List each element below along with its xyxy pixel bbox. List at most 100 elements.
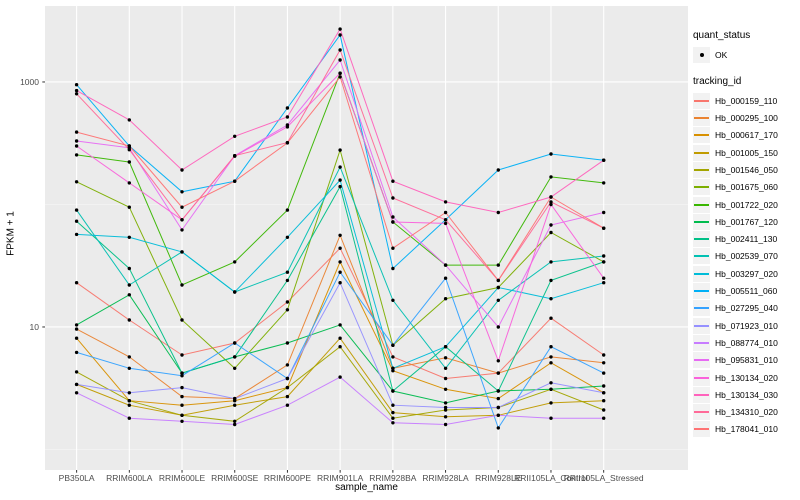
data-point	[338, 260, 342, 264]
data-point	[338, 148, 342, 152]
line-swatch-icon	[694, 324, 709, 327]
data-point	[127, 160, 131, 164]
data-point	[602, 408, 606, 412]
data-point	[338, 281, 342, 285]
legend-key-line	[693, 421, 710, 438]
data-point	[233, 419, 237, 423]
data-point	[285, 394, 290, 399]
data-point	[127, 293, 131, 297]
data-point	[391, 179, 395, 183]
line-swatch-icon	[694, 359, 709, 362]
data-point	[127, 318, 131, 322]
data-point	[391, 369, 395, 373]
data-point	[443, 401, 448, 405]
legend-title-tracking-id: tracking_id	[693, 76, 742, 88]
data-point	[233, 260, 237, 264]
data-point	[127, 399, 131, 403]
data-point	[180, 283, 184, 287]
data-point	[391, 421, 395, 425]
legend-entries: Hb_000159_110 Hb_000295_100 Hb_000617_170 H…	[693, 92, 799, 438]
x-tick-label: RRIM928LE	[475, 473, 522, 483]
line-swatch-icon	[694, 186, 709, 189]
data-point	[496, 263, 500, 267]
legend-item-label: Hb_001546_050	[715, 164, 778, 175]
data-point	[391, 403, 395, 407]
data-point	[285, 106, 290, 110]
data-point	[443, 297, 448, 301]
data-point	[127, 205, 131, 209]
data-point	[338, 184, 342, 189]
data-point	[285, 403, 290, 407]
data-point	[391, 266, 395, 271]
data-point	[74, 232, 79, 237]
data-point	[549, 260, 553, 264]
legend-item-label: Hb_005511_060	[715, 286, 778, 297]
line-swatch-icon	[694, 168, 709, 171]
data-point	[180, 374, 184, 378]
data-point	[338, 75, 342, 79]
data-point	[180, 403, 184, 407]
data-point	[549, 195, 553, 199]
data-point	[233, 134, 237, 138]
legend-item-Hb_005511_060: Hb_005511_060	[693, 283, 799, 300]
data-point	[391, 355, 395, 359]
data-point	[602, 391, 606, 395]
legend-item-Hb_003297_020: Hb_003297_020	[693, 265, 799, 282]
legend-item-Hb_001767_120: Hb_001767_120	[693, 213, 799, 230]
data-point	[496, 359, 500, 363]
data-point	[285, 341, 290, 345]
data-point	[127, 181, 131, 185]
legend-item-Hb_000617_170: Hb_000617_170	[693, 127, 799, 144]
x-tick-label: RRIM600PE	[264, 473, 312, 483]
data-point	[74, 350, 79, 355]
legend-item-Hb_002539_070: Hb_002539_070	[693, 248, 799, 265]
legend-item-Hb_002411_130: Hb_002411_130	[693, 231, 799, 248]
legend-key-line	[693, 386, 710, 403]
data-point	[443, 415, 448, 419]
data-point	[549, 316, 553, 320]
data-point	[180, 190, 184, 194]
legend-item-label: Hb_001767_120	[715, 216, 778, 227]
legend-item-label: Hb_002411_130	[715, 234, 778, 245]
x-tick-label: RRII105LA_Stressed	[564, 473, 644, 483]
line-swatch-icon	[694, 203, 709, 206]
data-point	[338, 71, 342, 75]
legend-item-Hb_130134_030: Hb_130134_030	[693, 386, 799, 403]
data-point	[602, 226, 606, 230]
legend-item-Hb_001722_020: Hb_001722_020	[693, 196, 799, 213]
data-point	[443, 221, 448, 226]
data-point	[285, 235, 290, 239]
x-tick-label: RRIM928LA	[422, 473, 469, 483]
data-point	[74, 92, 79, 96]
data-point	[180, 371, 184, 375]
data-point	[180, 218, 184, 222]
data-point	[549, 401, 553, 405]
data-point	[285, 385, 290, 390]
data-point	[74, 139, 79, 143]
data-point	[180, 250, 184, 254]
data-point	[180, 205, 184, 209]
data-point	[443, 210, 448, 215]
data-point	[180, 168, 184, 172]
data-point	[443, 387, 448, 391]
legend-item-Hb_130134_020: Hb_130134_020	[693, 369, 799, 386]
data-point	[180, 413, 184, 417]
legend-item-label: Hb_001722_020	[715, 199, 778, 210]
data-point	[285, 363, 290, 367]
data-point	[127, 355, 131, 359]
y-tick-label: 1000	[20, 77, 39, 87]
legend-item-label: Hb_000617_170	[715, 130, 778, 141]
data-point	[602, 384, 606, 388]
data-point	[285, 376, 290, 381]
data-point	[602, 158, 606, 162]
x-tick-label: RRIM928BA	[369, 473, 417, 483]
data-point	[338, 323, 342, 327]
data-point	[180, 419, 184, 423]
legend-key-line	[693, 144, 710, 161]
legend-item-label: Hb_071923_010	[715, 320, 778, 331]
data-point	[285, 208, 290, 212]
data-point	[496, 396, 500, 401]
data-point	[180, 385, 184, 390]
legend-key-line	[693, 369, 710, 386]
